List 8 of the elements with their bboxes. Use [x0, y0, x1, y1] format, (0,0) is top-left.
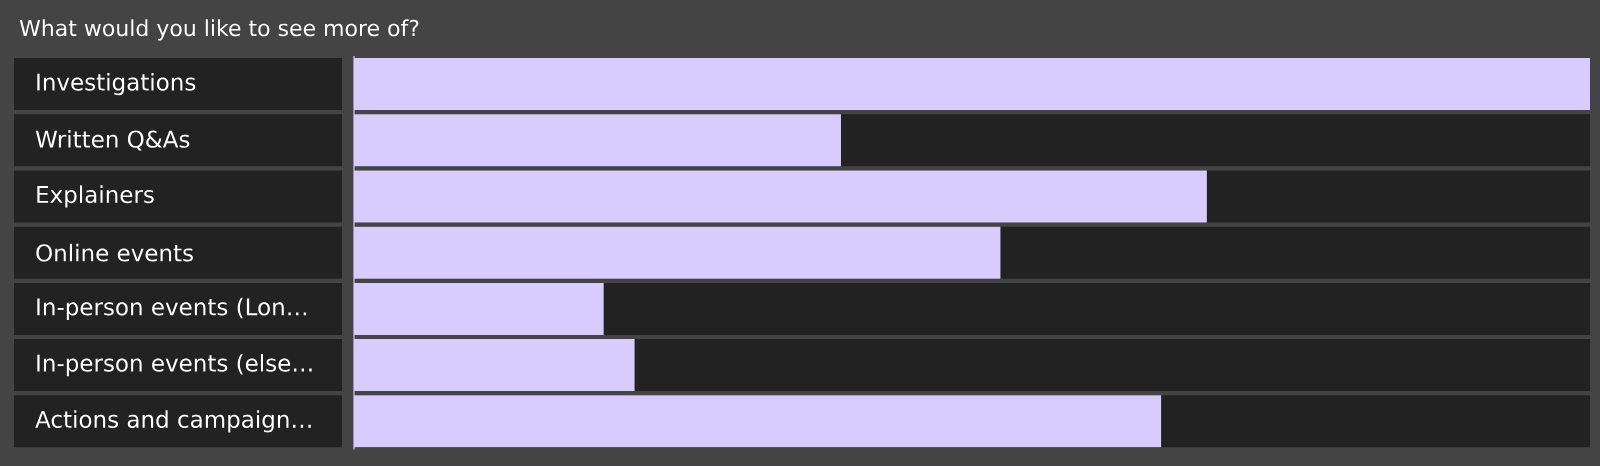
- y-tick-label: In-person events (Lon…: [37, 297, 307, 320]
- y-tick-label: Explainers: [37, 185, 154, 208]
- y-tick-label: Written Q&As: [35, 130, 190, 151]
- y-tick-label: Online events: [36, 243, 193, 262]
- y-tick-label: In-person events (else…: [37, 353, 312, 377]
- y-tick-label: Investigations: [37, 72, 196, 96]
- y-tick-label: Actions and campaign…: [35, 410, 311, 433]
- chart-title: What would you like to see more of?: [19, 19, 419, 41]
